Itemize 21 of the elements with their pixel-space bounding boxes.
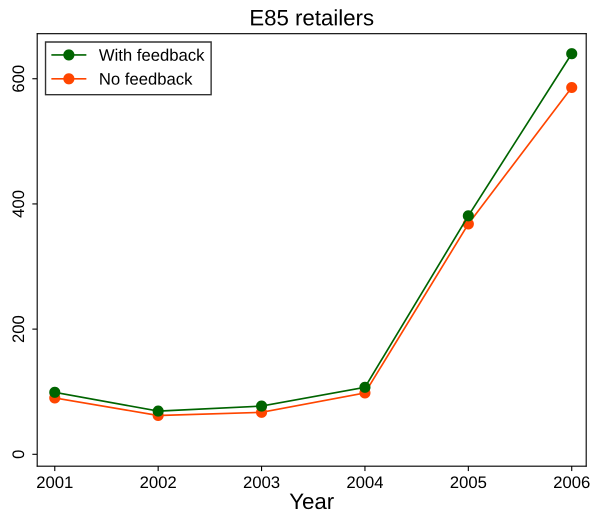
x-axis-title: Year <box>290 494 334 510</box>
y-tick-label: 200 <box>12 316 24 342</box>
x-tick-label: 2001 <box>37 476 73 488</box>
point <box>152 406 164 417</box>
x-tick-label: 2004 <box>347 476 383 488</box>
chart-title: E85 retailers <box>251 9 374 26</box>
point <box>256 400 268 412</box>
y-tick-label: 600 <box>12 65 24 92</box>
point <box>49 386 60 398</box>
y-tick-label: 0 <box>12 450 24 458</box>
point <box>566 82 578 94</box>
x-tick-label: 2003 <box>244 476 280 488</box>
point <box>566 48 578 60</box>
point <box>462 210 474 222</box>
x-tick-label: 2005 <box>450 476 486 488</box>
x-tick-label: 2006 <box>554 476 590 488</box>
legend-label: No feedback <box>100 72 192 85</box>
y-tick-label: 400 <box>12 190 24 218</box>
x-tick-label: 2002 <box>140 476 176 488</box>
point <box>359 382 370 393</box>
legend-label: With feedback <box>98 48 204 61</box>
